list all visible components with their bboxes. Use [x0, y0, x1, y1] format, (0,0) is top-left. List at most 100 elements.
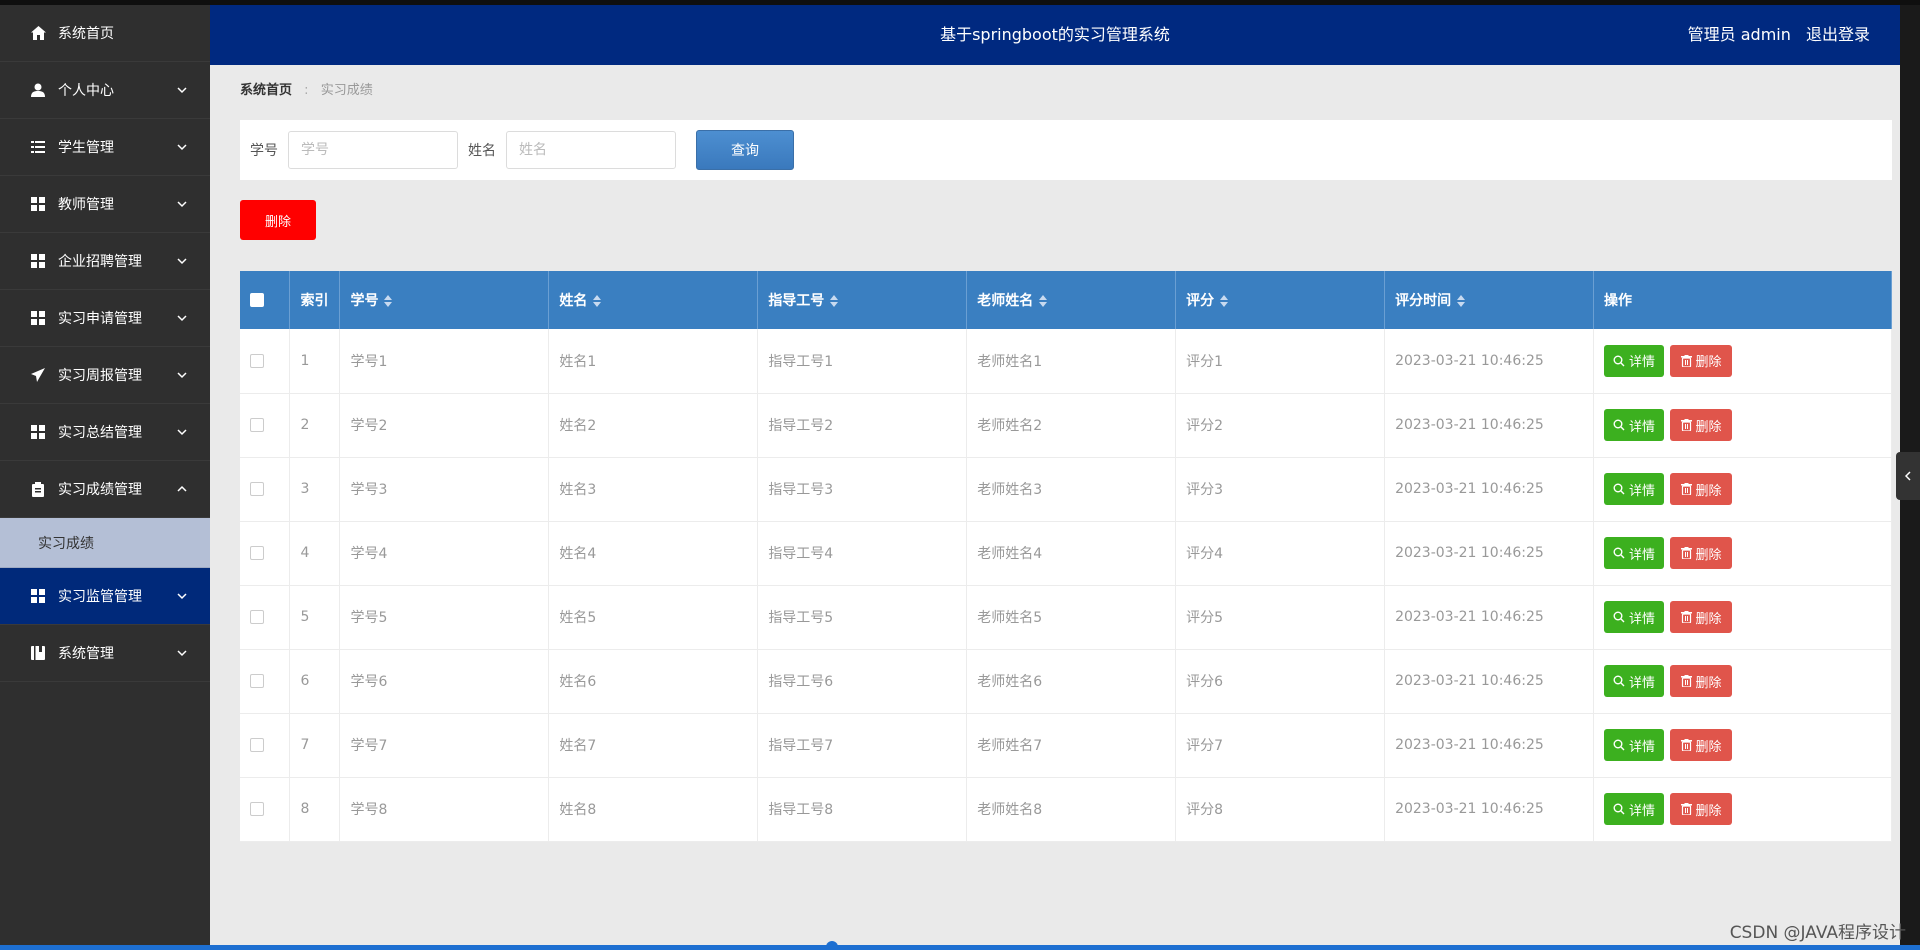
- column-header-name[interactable]: 姓名: [548, 271, 759, 329]
- query-button[interactable]: 查询: [696, 130, 794, 170]
- name-input[interactable]: [506, 131, 676, 169]
- collapse-panel-tab[interactable]: [1896, 452, 1920, 500]
- cell-name: 姓名3: [548, 457, 759, 521]
- bottom-progress-bar[interactable]: [0, 945, 1920, 950]
- detail-button-label: 详情: [1629, 483, 1656, 499]
- cell-teacher-no: 指导工号7: [757, 713, 968, 777]
- student-no-label: 学号: [250, 143, 278, 159]
- row-delete-button[interactable]: 删除: [1670, 473, 1733, 505]
- row-checkbox[interactable]: [250, 610, 264, 624]
- row-delete-button[interactable]: 删除: [1670, 409, 1733, 441]
- trash-icon: [1680, 675, 1692, 687]
- grid-icon: [30, 588, 46, 604]
- detail-button-label: 详情: [1629, 675, 1656, 691]
- sidebar-item-label: 企业招聘管理: [58, 254, 142, 270]
- search-icon: [1613, 483, 1625, 495]
- sidebar-item-grades[interactable]: 实习成绩管理: [0, 461, 210, 518]
- sidebar-subitem-grades[interactable]: 实习成绩: [0, 518, 210, 568]
- detail-button[interactable]: 详情: [1604, 409, 1665, 441]
- sidebar-item-students[interactable]: 学生管理: [0, 119, 210, 176]
- sidebar-item-recruitment[interactable]: 企业招聘管理: [0, 233, 210, 290]
- clipboard-icon: [30, 481, 46, 497]
- row-actions: 详情 删除: [1593, 393, 1892, 457]
- sort-icon[interactable]: [593, 295, 602, 307]
- column-header-student-no[interactable]: 学号: [339, 271, 550, 329]
- cell-score-time: 2023-03-21 10:46:25: [1384, 585, 1595, 649]
- sort-icon[interactable]: [1220, 295, 1229, 307]
- detail-button[interactable]: 详情: [1604, 473, 1665, 505]
- chevron-down-icon: [177, 315, 187, 322]
- detail-button[interactable]: 详情: [1604, 344, 1665, 377]
- logout-link[interactable]: 退出登录: [1805, 25, 1870, 44]
- cell-teacher-name: 老师姓名2: [966, 393, 1177, 457]
- row-checkbox[interactable]: [250, 674, 264, 688]
- sort-icon[interactable]: [1457, 295, 1466, 307]
- sidebar-item-profile[interactable]: 个人中心: [0, 62, 210, 119]
- cell-student-no: 学号2: [339, 393, 550, 457]
- sidebar-item-summaries[interactable]: 实习总结管理: [0, 404, 210, 461]
- batch-delete-button[interactable]: 删除: [240, 200, 316, 240]
- search-icon: [1613, 739, 1625, 751]
- detail-button[interactable]: 详情: [1604, 601, 1665, 633]
- table-row: 6 学号6 姓名6 指导工号6 老师姓名6 评分6 2023-03-21 10:46:25 详…: [240, 649, 1892, 713]
- sidebar-item-home[interactable]: 系统首页: [0, 5, 210, 62]
- row-actions: 详情 删除: [1593, 521, 1892, 585]
- student-no-input[interactable]: [288, 131, 458, 169]
- cell-score: 评分5: [1175, 585, 1386, 649]
- table-row: 7 学号7 姓名7 指导工号7 老师姓名7 评分7 2023-03-21 10:46:25 详…: [240, 713, 1892, 777]
- cell-teacher-no: 指导工号1: [757, 329, 968, 393]
- breadcrumb: 系统首页 : 实习成绩: [240, 79, 373, 98]
- sidebar-item-applications[interactable]: 实习申请管理: [0, 290, 210, 347]
- detail-button[interactable]: 详情: [1604, 665, 1665, 697]
- cell-score: 评分4: [1175, 521, 1386, 585]
- row-delete-button[interactable]: 删除: [1670, 537, 1733, 569]
- cell-score-time: 2023-03-21 10:46:25: [1384, 329, 1595, 393]
- row-select-cell: [240, 393, 291, 457]
- column-header-teacher-name[interactable]: 老师姓名: [966, 271, 1177, 329]
- row-delete-button-label: 删除: [1695, 803, 1722, 819]
- cell-score: 评分6: [1175, 649, 1386, 713]
- row-checkbox[interactable]: [250, 738, 264, 752]
- row-select-cell: [240, 777, 291, 841]
- column-header-score-time[interactable]: 评分时间: [1384, 271, 1595, 329]
- breadcrumb-home[interactable]: 系统首页: [240, 83, 293, 98]
- sort-icon[interactable]: [1039, 295, 1048, 307]
- row-delete-button[interactable]: 删除: [1670, 601, 1733, 633]
- cell-student-no: 学号6: [339, 649, 550, 713]
- sidebar-item-weekly-reports[interactable]: 实习周报管理: [0, 347, 210, 404]
- list-icon: [30, 139, 46, 155]
- sidebar-item-teachers[interactable]: 教师管理: [0, 176, 210, 233]
- row-checkbox[interactable]: [250, 546, 264, 560]
- column-header-score[interactable]: 评分: [1175, 271, 1386, 329]
- row-checkbox[interactable]: [250, 802, 264, 816]
- row-delete-button[interactable]: 删除: [1670, 793, 1733, 825]
- sort-icon[interactable]: [384, 295, 393, 307]
- cell-index: 5: [289, 585, 341, 649]
- row-delete-button[interactable]: 删除: [1670, 665, 1733, 697]
- trash-icon: [1680, 419, 1692, 431]
- cell-score: 评分7: [1175, 713, 1386, 777]
- sort-icon[interactable]: [830, 295, 839, 307]
- detail-button[interactable]: 详情: [1604, 537, 1665, 569]
- progress-knob[interactable]: [826, 941, 838, 950]
- cell-score-time: 2023-03-21 10:46:25: [1384, 777, 1595, 841]
- search-icon: [1613, 675, 1625, 687]
- select-all-cell: [240, 271, 291, 329]
- row-delete-button[interactable]: 删除: [1670, 729, 1733, 761]
- cell-student-no: 学号8: [339, 777, 550, 841]
- row-delete-button[interactable]: 删除: [1670, 344, 1733, 377]
- row-checkbox[interactable]: [250, 353, 264, 368]
- row-actions: 详情 删除: [1593, 329, 1892, 393]
- sidebar-item-supervision[interactable]: 实习监管管理: [0, 568, 210, 625]
- row-checkbox[interactable]: [250, 482, 264, 496]
- row-checkbox[interactable]: [250, 418, 264, 432]
- detail-button[interactable]: 详情: [1604, 793, 1665, 825]
- row-delete-button-label: 删除: [1695, 675, 1722, 691]
- column-header-teacher-no[interactable]: 指导工号: [757, 271, 968, 329]
- sidebar-item-label: 实习成绩管理: [58, 482, 142, 498]
- sidebar-item-system[interactable]: 系统管理: [0, 625, 210, 682]
- detail-button[interactable]: 详情: [1604, 729, 1665, 761]
- row-actions: 详情 删除: [1593, 713, 1892, 777]
- row-select-cell: [240, 457, 291, 521]
- select-all-checkbox[interactable]: [250, 293, 264, 307]
